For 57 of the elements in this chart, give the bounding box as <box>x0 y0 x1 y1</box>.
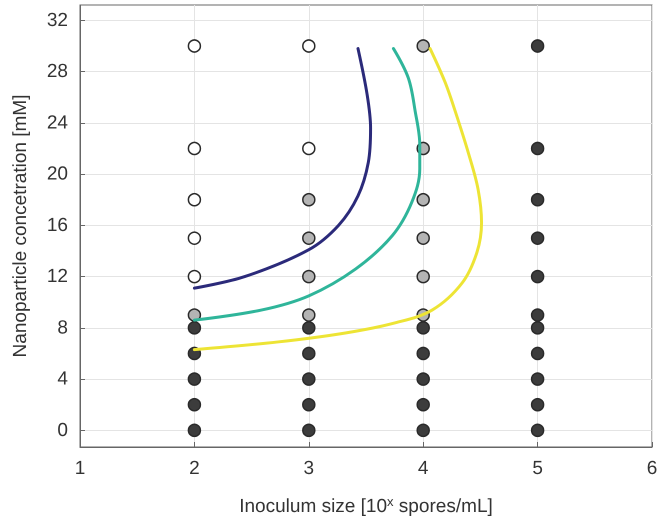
x-tick-label: 5 <box>532 458 543 479</box>
point <box>416 270 430 284</box>
line-series <box>192 47 372 290</box>
point <box>416 192 430 206</box>
point <box>302 398 316 412</box>
x-tick-label: 2 <box>189 458 200 479</box>
point <box>530 398 544 412</box>
point <box>188 231 202 245</box>
y-tick-label: 0 <box>57 420 68 441</box>
y-tick-label: 24 <box>46 112 68 134</box>
point <box>416 346 430 360</box>
point <box>416 398 430 412</box>
y-tick-label: 8 <box>57 317 68 338</box>
point <box>188 398 202 412</box>
y-axis-title: Nanoparticle concetration [mM] <box>10 94 31 358</box>
point <box>302 39 316 53</box>
point <box>530 346 544 360</box>
point <box>188 321 202 335</box>
point <box>416 321 430 335</box>
point <box>302 346 316 360</box>
point <box>302 308 316 322</box>
point <box>530 192 544 206</box>
point <box>530 142 544 156</box>
point <box>302 192 316 206</box>
point <box>188 192 202 206</box>
point <box>530 39 544 53</box>
point <box>416 424 430 438</box>
point <box>188 270 202 284</box>
y-tick-label: 16 <box>46 214 68 236</box>
point <box>188 372 202 386</box>
point <box>416 39 430 53</box>
point <box>302 231 316 245</box>
x-tick-label: 3 <box>304 458 314 479</box>
point <box>530 308 544 322</box>
point <box>530 231 544 245</box>
point <box>188 142 202 156</box>
y-tick-label: 12 <box>46 266 68 288</box>
point <box>530 321 544 335</box>
x-tick-label: 1 <box>74 458 86 479</box>
point <box>188 424 202 438</box>
y-tick-label: 20 <box>46 164 68 185</box>
point <box>530 372 544 386</box>
point <box>188 39 202 53</box>
point <box>302 270 316 284</box>
y-tick-label: 28 <box>46 61 68 82</box>
point <box>416 372 430 386</box>
x-tick-label: 4 <box>418 458 429 479</box>
x-tick-label: 6 <box>646 458 658 479</box>
point <box>302 372 316 386</box>
y-tick-label: 32 <box>46 10 68 31</box>
point <box>302 142 316 156</box>
point <box>302 321 316 335</box>
point <box>530 270 544 284</box>
point <box>530 424 544 438</box>
point <box>302 424 316 438</box>
point <box>416 231 430 245</box>
y-tick-label: 4 <box>57 368 68 390</box>
